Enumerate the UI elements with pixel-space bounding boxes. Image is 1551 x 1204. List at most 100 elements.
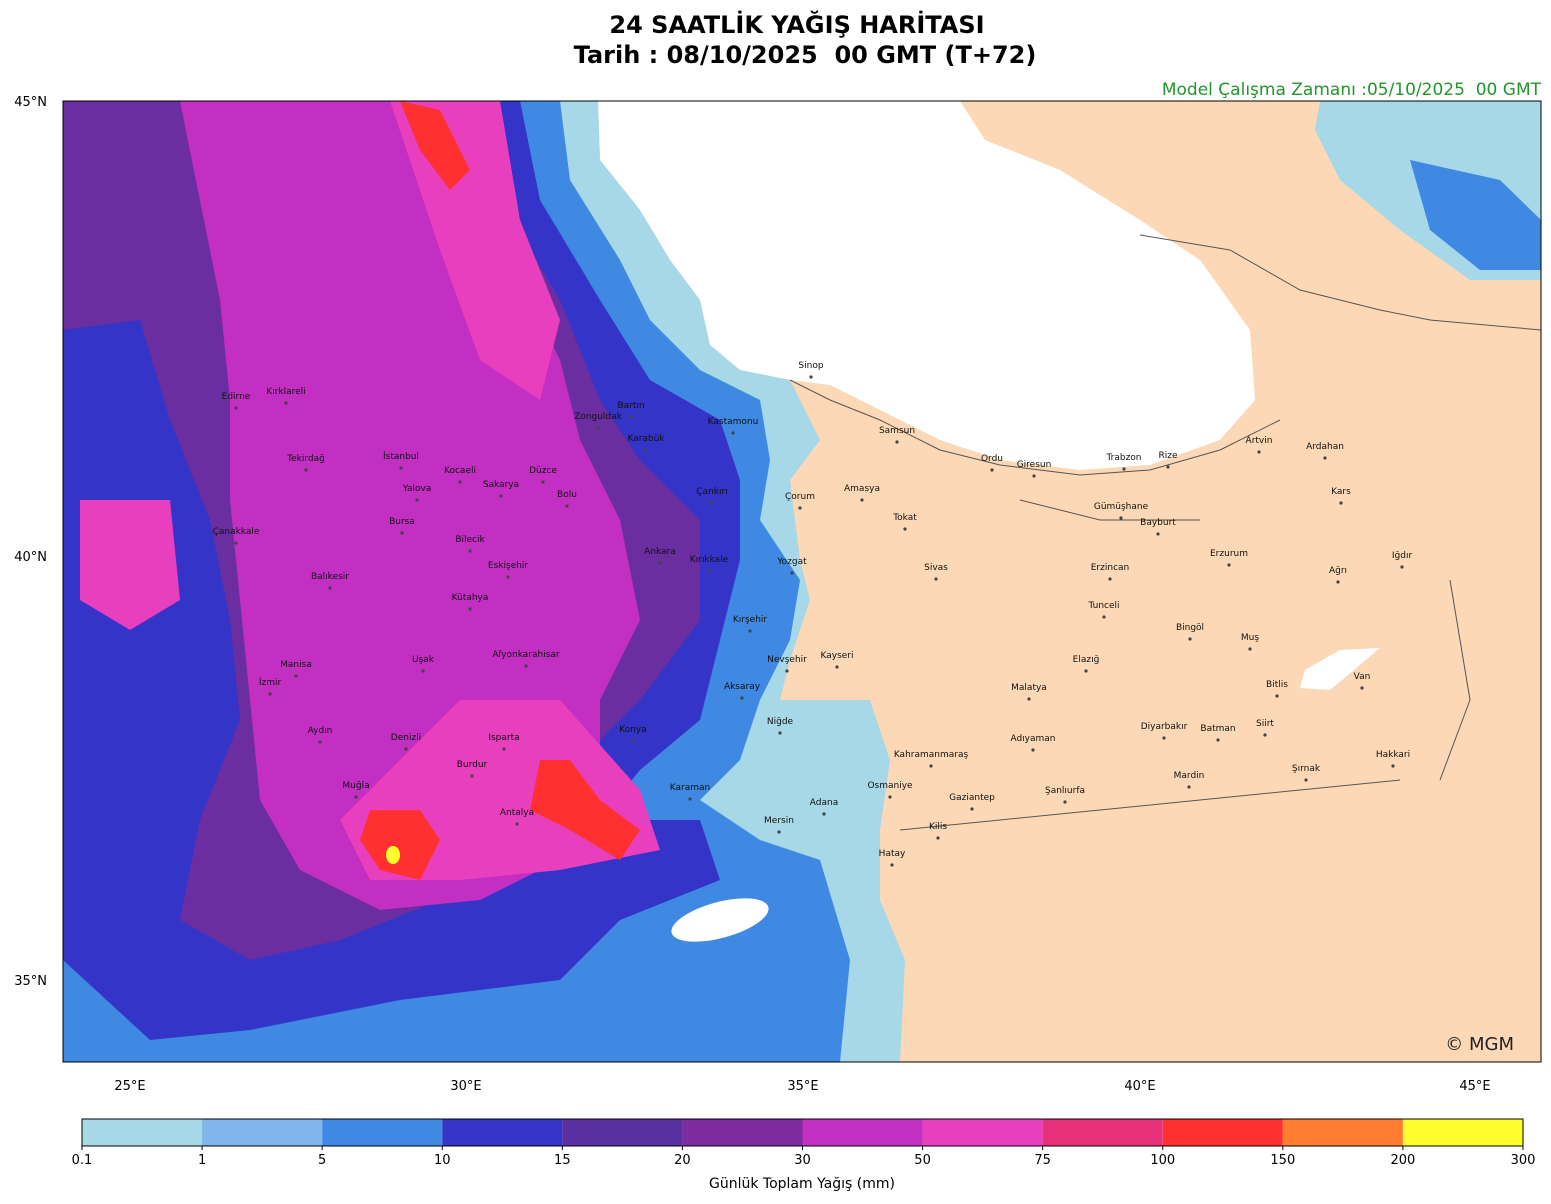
city-label: Batman <box>1200 724 1235 734</box>
city-label: Kastamonu <box>708 417 759 427</box>
city-label: Diyarbakır <box>1141 722 1188 732</box>
city-dot <box>1102 615 1106 619</box>
city-label: Giresun <box>1017 460 1052 470</box>
city-dot <box>1084 669 1088 673</box>
city-label: Kayseri <box>820 651 853 661</box>
model-run: Model Çalışma Zamanı :05/10/2025 00 GMT <box>1162 80 1542 100</box>
city-dot <box>790 571 794 575</box>
city-dot <box>502 747 506 751</box>
colorbar-tick-label: 300 <box>1511 1153 1536 1168</box>
city-dot <box>421 669 425 673</box>
city-dot <box>400 531 404 535</box>
city-dot <box>740 696 744 700</box>
city-label: Sinop <box>798 361 823 371</box>
colorbar-swatch <box>802 1119 923 1146</box>
city-label: Eskişehir <box>488 561 529 571</box>
city-dot <box>1187 785 1191 789</box>
credit: © MGM <box>1445 1034 1514 1055</box>
axes: 45°N 40°N 35°N 25°E 30°E 35°E 40°E 45°E <box>14 95 1490 1094</box>
city-dot <box>990 468 994 472</box>
city-dot <box>515 822 519 826</box>
city-dot <box>970 807 974 811</box>
city-label: Düzce <box>529 466 557 476</box>
city-label: Tekirdağ <box>286 454 325 464</box>
city-label: Erzincan <box>1091 563 1129 573</box>
lake-van <box>1300 648 1380 690</box>
city-label: Aksaray <box>724 682 761 692</box>
city-dot <box>1339 501 1343 505</box>
city-label: Çankırı <box>696 487 727 497</box>
lon-label: 35°E <box>787 1079 818 1094</box>
city-dot <box>458 480 462 484</box>
city-label: Ağrı <box>1329 566 1347 576</box>
city-label: Yalova <box>402 484 432 494</box>
city-dot <box>895 440 899 444</box>
city-label: Uşak <box>412 655 435 665</box>
lon-label: 40°E <box>1124 1079 1155 1094</box>
lat-label: 40°N <box>14 550 47 565</box>
lon-label: 45°E <box>1459 1079 1490 1094</box>
colorbar-tick-label: 10 <box>434 1153 451 1168</box>
city-label: Edirne <box>222 392 251 402</box>
precip-area <box>530 760 640 860</box>
city-label: Malatya <box>1011 683 1047 693</box>
city-label: Kırıkkale <box>690 555 729 565</box>
city-label: Artvin <box>1246 436 1273 446</box>
city-dot <box>1248 647 1252 651</box>
city-dot <box>888 795 892 799</box>
city-dot <box>596 426 600 430</box>
map <box>63 101 1541 1062</box>
city-label: Hakkari <box>1376 750 1410 760</box>
city-label: Samsun <box>879 426 915 436</box>
city-dot <box>903 527 907 531</box>
city-label: Bitlis <box>1266 680 1288 690</box>
city-dot <box>304 468 308 472</box>
city-label: Amasya <box>844 484 880 494</box>
city-label: Tokat <box>892 513 917 523</box>
city-dot <box>294 674 298 678</box>
city-label: Kilis <box>929 822 947 832</box>
city-label: Bingöl <box>1176 623 1204 633</box>
lat-label: 45°N <box>14 95 47 110</box>
city-label: Gümüşhane <box>1094 502 1149 512</box>
colorbar-tick-label: 1 <box>198 1153 206 1168</box>
colorbar-swatch <box>1162 1119 1283 1146</box>
city-dot <box>890 863 894 867</box>
colorbar-tick-label: 20 <box>674 1153 691 1168</box>
precip-area <box>80 500 180 630</box>
city-label: Ankara <box>644 547 676 557</box>
city-label: Tunceli <box>1087 601 1119 611</box>
city-label: Şırnak <box>1292 764 1321 774</box>
city-label: Erzurum <box>1210 549 1248 559</box>
city-dot <box>860 498 864 502</box>
city-label: Antalya <box>500 808 534 818</box>
city-dot <box>318 740 322 744</box>
map-frame <box>62 100 1542 1063</box>
city-dot <box>1257 450 1261 454</box>
city-dot <box>936 836 940 840</box>
lon-label: 25°E <box>114 1079 145 1094</box>
colorbar-tick-label: 50 <box>914 1153 931 1168</box>
colorbar-label: Günlük Toplam Yağış (mm) <box>709 1176 895 1192</box>
city-dot <box>541 480 545 484</box>
city-dot <box>785 669 789 673</box>
city-label: Konya <box>619 725 647 735</box>
city-label: Hatay <box>879 849 906 859</box>
city-label: Rize <box>1158 451 1177 461</box>
colorbar-swatch <box>1402 1119 1523 1146</box>
city-label: Çorum <box>785 492 815 502</box>
city-label: Sivas <box>924 563 948 573</box>
city-dot <box>731 431 735 435</box>
city-dot <box>1188 637 1192 641</box>
colorbar-tick-label: 75 <box>1034 1153 1051 1168</box>
colorbar-swatch <box>1282 1119 1403 1146</box>
colorbar-tick-label: 5 <box>318 1153 326 1168</box>
colorbar-tick-label: 150 <box>1270 1153 1295 1168</box>
colorbar-tick-label: 100 <box>1150 1153 1175 1168</box>
colorbar-swatch <box>82 1119 203 1146</box>
subtitle: Tarih : 08/10/2025 00 GMT (T+72) <box>574 41 1037 69</box>
city-dot <box>1304 778 1308 782</box>
city-dot <box>934 577 938 581</box>
city-dot <box>778 731 782 735</box>
